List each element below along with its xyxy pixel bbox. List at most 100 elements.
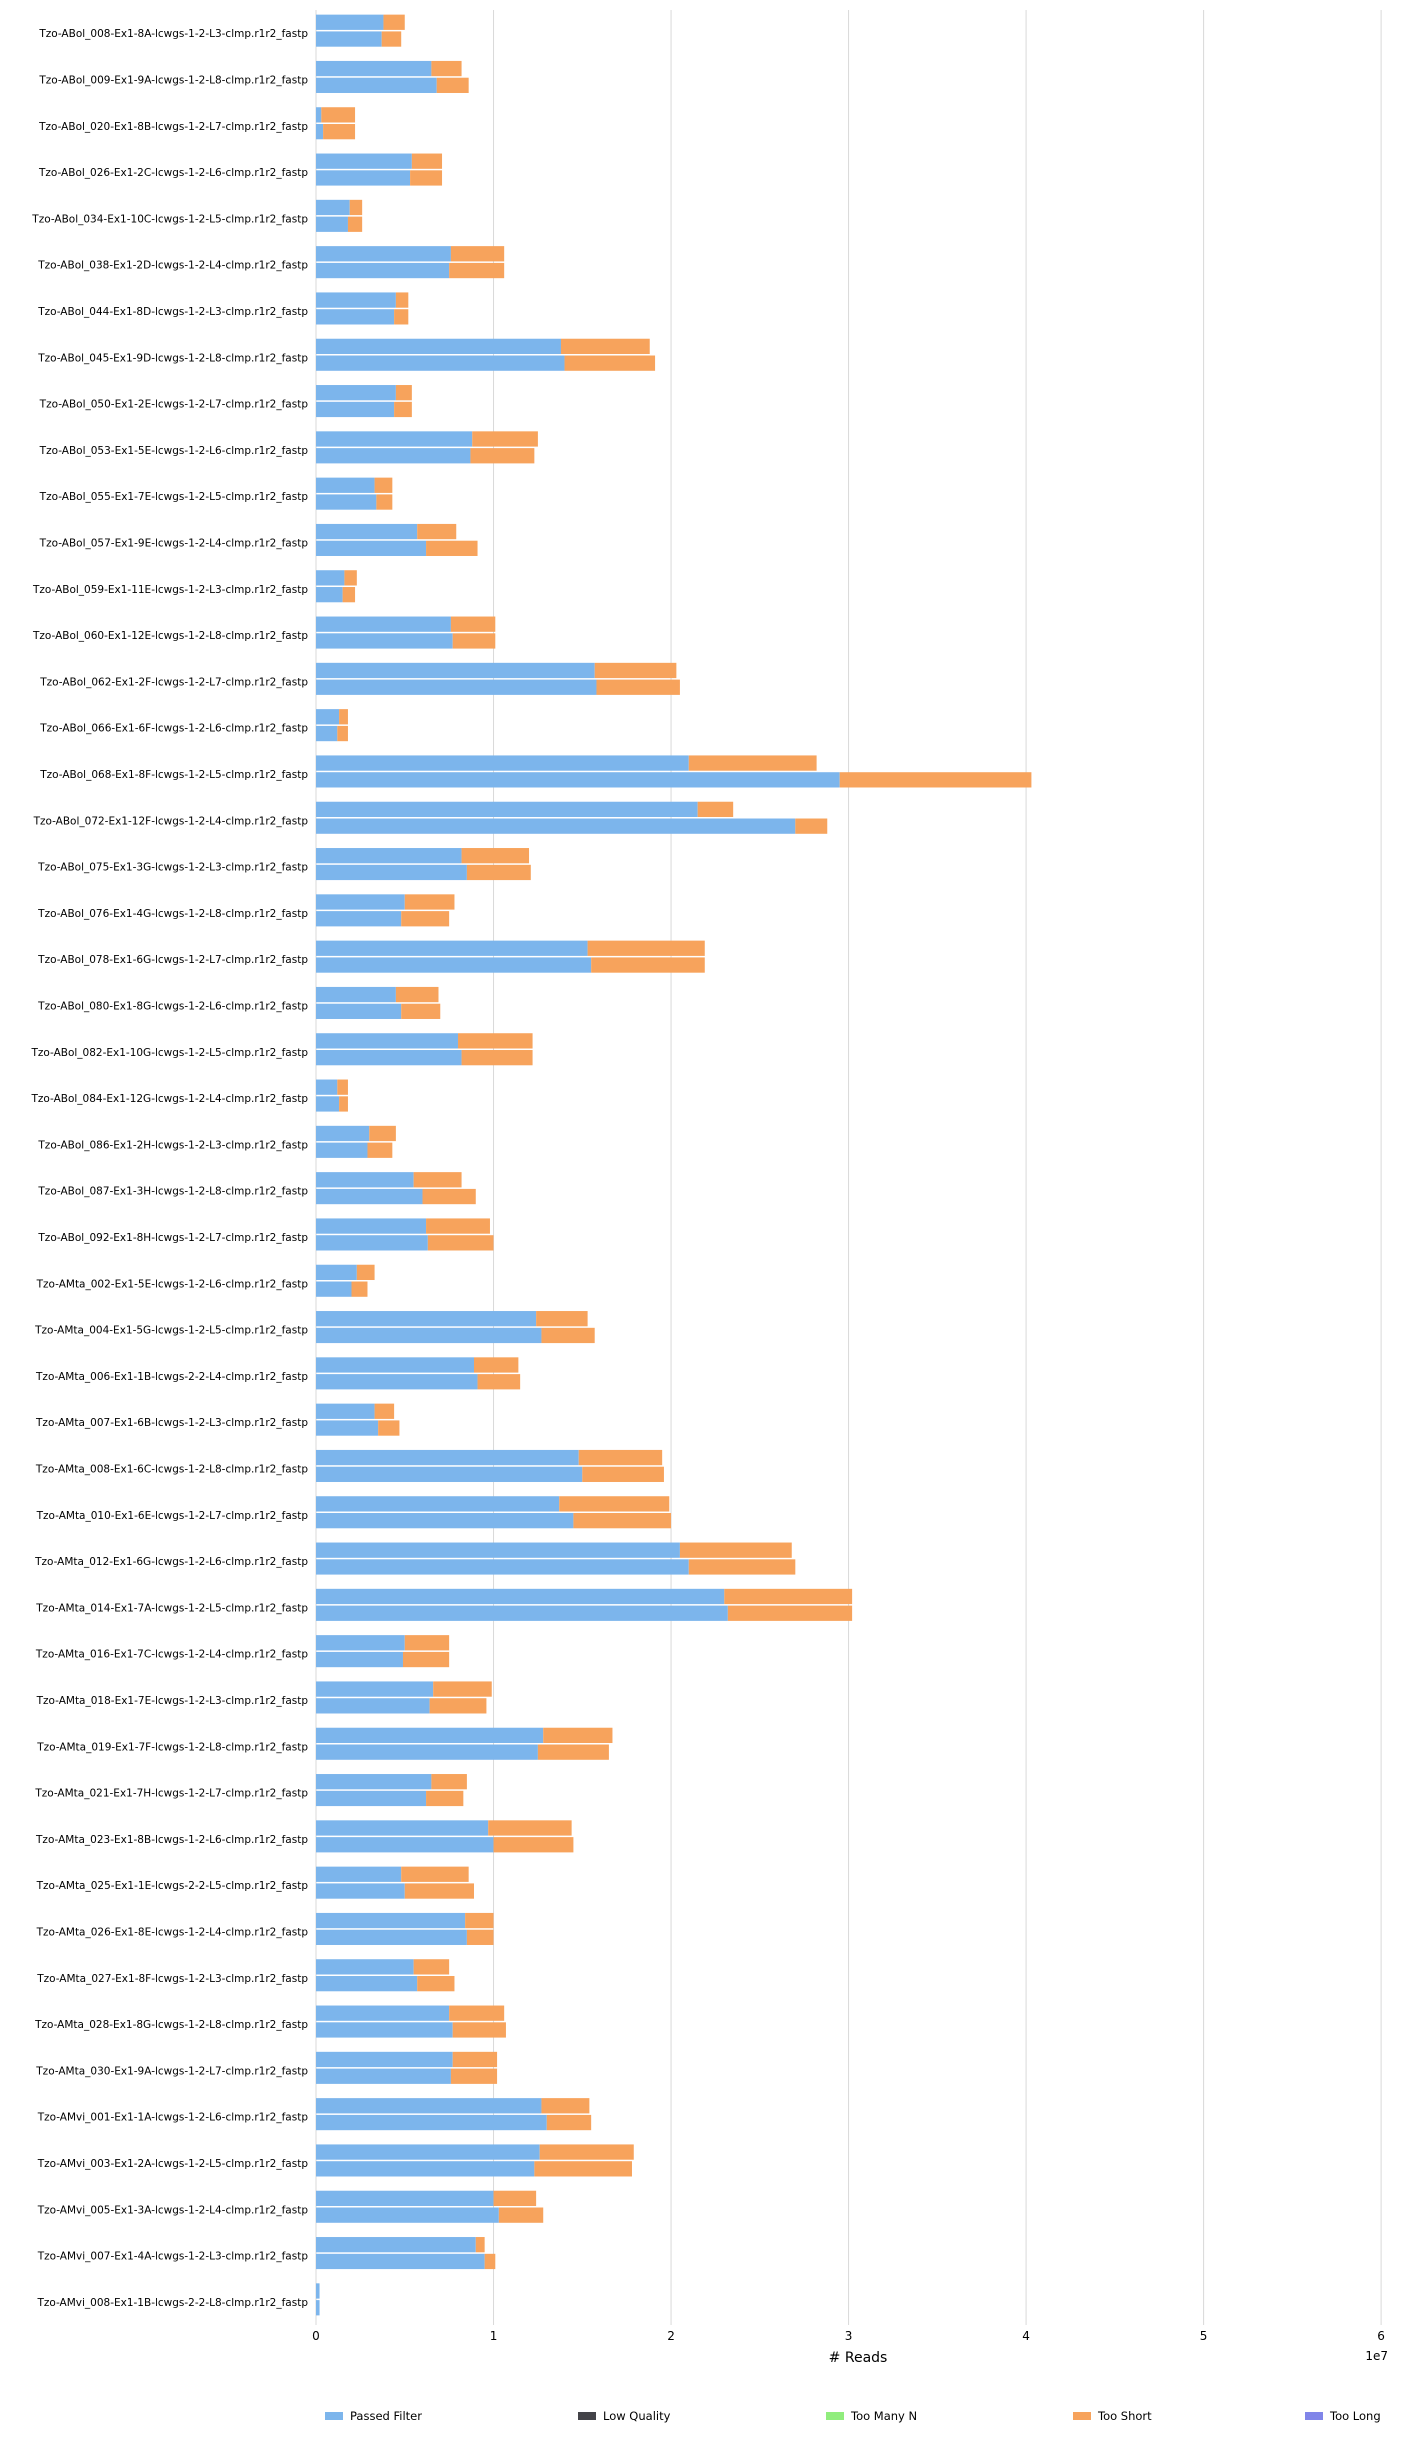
bar-too-short	[404, 894, 455, 910]
bar-too-short	[323, 124, 356, 140]
bar-too-short	[351, 1281, 368, 1297]
x-tick-label: 0	[312, 2329, 320, 2343]
bar-too-short	[564, 355, 656, 371]
bar-passed-filter	[316, 401, 395, 418]
bar-too-short	[458, 1033, 533, 1049]
legend-swatch	[1305, 2412, 1323, 2420]
bar-passed-filter	[316, 1959, 414, 1975]
bar-passed-filter	[316, 1142, 368, 1158]
bar-passed-filter	[316, 31, 382, 47]
bar-passed-filter	[316, 1096, 340, 1112]
category-label: Tzo-ABol_060-Ex1-12E-lcwgs-1-2-L8-clmp.r…	[32, 630, 308, 642]
bars-layer	[316, 14, 1032, 2316]
category-label: Tzo-ABol_086-Ex1-2H-lcwgs-1-2-L3-clmp.r1…	[37, 1139, 308, 1151]
category-label: Tzo-AMta_002-Ex1-5E-lcwgs-1-2-L6-clmp.r1…	[36, 1278, 309, 1290]
bar-too-short	[543, 1727, 613, 1744]
bar-too-short	[431, 1774, 467, 1790]
bar-passed-filter	[316, 1912, 466, 1929]
category-label: Tzo-ABol_076-Ex1-4G-lcwgs-1-2-L8-clmp.r1…	[37, 908, 308, 920]
bar-too-short	[559, 1496, 670, 1512]
bar-passed-filter	[316, 246, 451, 262]
bar-passed-filter	[316, 2098, 542, 2114]
bar-passed-filter	[316, 2253, 485, 2270]
category-label: Tzo-AMta_028-Ex1-8G-lcwgs-1-2-L8-clmp.r1…	[34, 2019, 308, 2031]
bar-too-short	[697, 801, 734, 818]
bar-too-short	[541, 2098, 590, 2114]
bar-too-short	[381, 31, 402, 47]
bar-passed-filter	[316, 216, 348, 232]
bar-too-short	[413, 1959, 450, 1975]
bar-passed-filter	[316, 1883, 405, 1899]
category-label: Tzo-AMta_027-Ex1-8F-lcwgs-1-2-L3-clmp.r1…	[36, 1973, 308, 1985]
bar-passed-filter	[316, 477, 375, 493]
bar-too-short	[401, 911, 450, 927]
bar-too-short	[411, 153, 443, 169]
bar-too-short	[450, 616, 496, 632]
bar-too-short	[472, 431, 538, 447]
bar-too-short	[410, 170, 443, 186]
bar-too-short	[475, 2237, 485, 2253]
category-label: Tzo-ABol_082-Ex1-10G-lcwgs-1-2-L5-clmp.r…	[30, 1047, 308, 1059]
x-tick-label: 2	[667, 2329, 675, 2343]
bar-passed-filter	[316, 1188, 423, 1205]
bar-passed-filter	[316, 523, 418, 540]
category-label: Tzo-AMta_030-Ex1-9A-lcwgs-1-2-L7-clmp.r1…	[35, 2065, 308, 2077]
bar-passed-filter	[316, 1327, 542, 1344]
bar-passed-filter	[316, 755, 689, 771]
bar-too-short	[466, 1929, 494, 1945]
bar-passed-filter	[316, 801, 698, 818]
category-label: Tzo-AMta_019-Ex1-7F-lcwgs-1-2-L8-clmp.r1…	[36, 1741, 308, 1753]
bar-too-short	[431, 60, 462, 77]
bar-too-short	[413, 1172, 462, 1188]
bar-passed-filter	[316, 1727, 544, 1744]
bar-too-short	[449, 262, 505, 279]
category-label: Tzo-AMvi_005-Ex1-3A-lcwgs-1-2-L4-clmp.r1…	[37, 2204, 309, 2216]
category-label: Tzo-ABol_044-Ex1-8D-lcwgs-1-2-L3-clmp.r1…	[37, 306, 308, 318]
legend-label: Passed Filter	[350, 2409, 422, 2423]
x-tick-label: 4	[1022, 2329, 1030, 2343]
bar-too-short	[539, 2144, 634, 2160]
bar-passed-filter	[316, 124, 324, 140]
bar-passed-filter	[316, 818, 796, 834]
bar-passed-filter	[316, 170, 411, 186]
bar-too-short	[417, 523, 457, 540]
bar-too-short	[498, 2207, 544, 2223]
bar-passed-filter	[316, 1635, 405, 1651]
bar-passed-filter	[316, 2051, 453, 2068]
category-label: Tzo-AMta_018-Ex1-7E-lcwgs-1-2-L3-clmp.r1…	[36, 1695, 309, 1707]
bar-passed-filter	[316, 587, 343, 603]
bar-passed-filter	[316, 1079, 338, 1095]
category-label: Tzo-ABol_055-Ex1-7E-lcwgs-1-2-L5-clmp.r1…	[39, 491, 309, 503]
bar-passed-filter	[316, 1605, 728, 1621]
bar-passed-filter	[316, 14, 384, 30]
bar-passed-filter	[316, 911, 402, 927]
category-label: Tzo-AMta_016-Ex1-7C-lcwgs-1-2-L4-clmp.r1…	[35, 1649, 308, 1661]
bar-too-short	[401, 1003, 441, 1019]
bar-passed-filter	[316, 2114, 547, 2131]
category-label: Tzo-ABol_050-Ex1-2E-lcwgs-1-2-L7-clmp.r1…	[39, 399, 309, 411]
bar-passed-filter	[316, 1235, 428, 1251]
bar-too-short	[596, 679, 680, 695]
bar-passed-filter	[316, 1218, 427, 1234]
bar-too-short	[465, 1912, 494, 1929]
bar-too-short	[337, 1079, 348, 1095]
bar-too-short	[573, 1513, 672, 1529]
bar-too-short	[534, 2161, 632, 2177]
bar-passed-filter	[316, 1125, 370, 1142]
bar-passed-filter	[316, 355, 565, 371]
bar-passed-filter	[316, 1837, 494, 1853]
bar-too-short	[578, 1449, 663, 1466]
bar-passed-filter	[316, 1790, 427, 1807]
bar-passed-filter	[316, 1311, 537, 1327]
category-label: Tzo-ABol_080-Ex1-8G-lcwgs-1-2-L6-clmp.r1…	[37, 1000, 308, 1012]
bar-too-short	[470, 448, 535, 464]
category-label: Tzo-ABol_008-Ex1-8A-lcwgs-1-2-L3-clmp.r1…	[38, 28, 308, 40]
category-label: Tzo-AMta_010-Ex1-6E-lcwgs-1-2-L7-clmp.r1…	[36, 1510, 309, 1522]
bar-too-short	[402, 1651, 450, 1668]
bar-too-short	[488, 1820, 572, 1836]
bar-passed-filter	[316, 1420, 379, 1436]
bar-passed-filter	[316, 77, 437, 93]
bar-too-short	[426, 540, 478, 556]
category-label: Tzo-AMta_021-Ex1-7H-lcwgs-1-2-L7-clmp.r1…	[34, 1788, 308, 1800]
bar-too-short	[560, 338, 650, 355]
